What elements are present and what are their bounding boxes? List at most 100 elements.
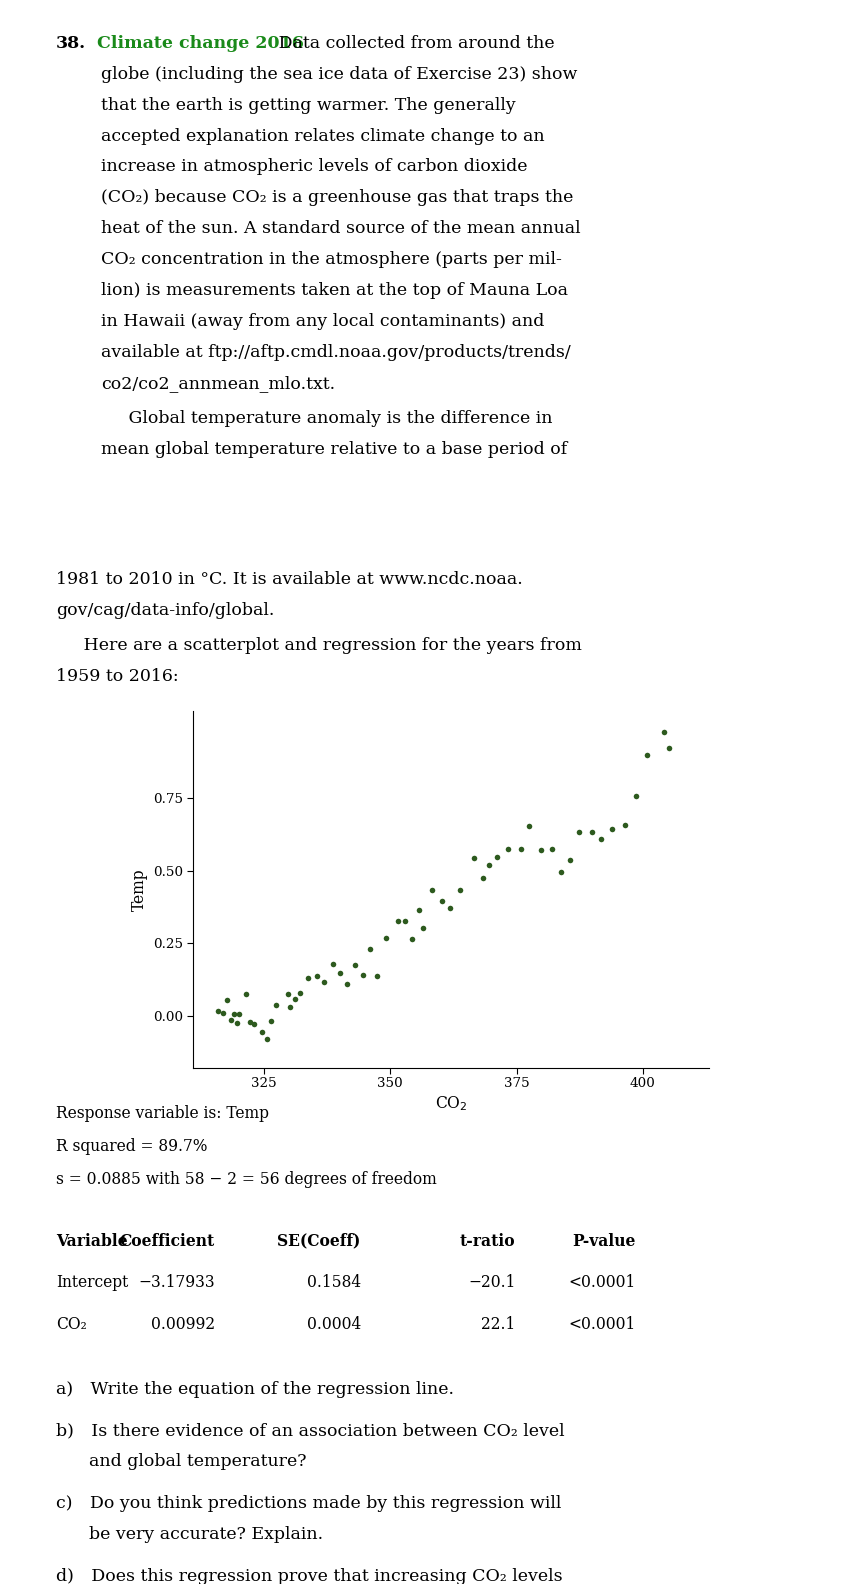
Point bbox=[264, 1009, 277, 1034]
Text: a) Write the equation of the regression line.: a) Write the equation of the regression … bbox=[56, 1381, 454, 1399]
Text: Response variable is: Temp: Response variable is: Temp bbox=[56, 1104, 269, 1121]
Text: c) Do you think predictions made by this regression will: c) Do you think predictions made by this… bbox=[56, 1495, 561, 1513]
Point bbox=[211, 1000, 225, 1025]
Point bbox=[443, 895, 457, 920]
Point bbox=[657, 719, 671, 744]
Point bbox=[224, 1007, 238, 1033]
Text: <0.0001: <0.0001 bbox=[569, 1275, 636, 1291]
X-axis label: CO$_2$: CO$_2$ bbox=[435, 1095, 467, 1114]
Point bbox=[310, 963, 324, 988]
Point bbox=[405, 927, 418, 952]
Text: 22.1: 22.1 bbox=[481, 1316, 515, 1334]
Text: b) Is there evidence of an association between CO₂ level: b) Is there evidence of an association b… bbox=[56, 1422, 564, 1440]
Point bbox=[605, 817, 618, 843]
Point bbox=[239, 982, 253, 1007]
Text: 0.0004: 0.0004 bbox=[307, 1316, 361, 1334]
Point bbox=[482, 852, 496, 878]
Text: that the earth is getting warmer. The generally: that the earth is getting warmer. The ge… bbox=[101, 97, 516, 114]
Point bbox=[640, 743, 654, 768]
Text: (CO₂) because CO₂ is a greenhouse gas that traps the: (CO₂) because CO₂ is a greenhouse gas th… bbox=[101, 188, 574, 206]
Text: 38.: 38. bbox=[56, 35, 86, 52]
Point bbox=[661, 735, 675, 760]
Point bbox=[411, 897, 425, 922]
Text: 1959 to 2016:: 1959 to 2016: bbox=[56, 668, 179, 684]
Point bbox=[302, 965, 315, 990]
Text: 0.00992: 0.00992 bbox=[150, 1316, 215, 1334]
Text: mean global temperature relative to a base period of: mean global temperature relative to a ba… bbox=[101, 440, 568, 458]
Point bbox=[356, 963, 370, 988]
Text: lion) is measurements taken at the top of Mauna Loa: lion) is measurements taken at the top o… bbox=[101, 282, 569, 299]
Text: in Hawaii (away from any local contaminants) and: in Hawaii (away from any local contamina… bbox=[101, 312, 545, 329]
Point bbox=[522, 813, 536, 838]
Text: Here are a scatterplot and regression for the years from: Here are a scatterplot and regression fo… bbox=[56, 637, 582, 654]
Point bbox=[216, 1000, 230, 1025]
Point bbox=[317, 969, 331, 995]
Y-axis label: Temp: Temp bbox=[131, 868, 148, 911]
Text: be very accurate? Explain.: be very accurate? Explain. bbox=[56, 1525, 323, 1543]
Text: P-value: P-value bbox=[572, 1232, 636, 1250]
Point bbox=[227, 1001, 241, 1026]
Text: t-ratio: t-ratio bbox=[460, 1232, 515, 1250]
Point bbox=[379, 925, 393, 950]
Text: Intercept: Intercept bbox=[56, 1275, 128, 1291]
Text: −20.1: −20.1 bbox=[468, 1275, 515, 1291]
Point bbox=[490, 844, 504, 870]
Point bbox=[293, 980, 307, 1006]
Point bbox=[585, 819, 599, 844]
Point bbox=[425, 878, 439, 903]
Text: Data collected from around the: Data collected from around the bbox=[273, 35, 555, 52]
Point bbox=[340, 971, 354, 996]
Point bbox=[255, 1020, 269, 1045]
Point bbox=[243, 1009, 257, 1034]
Point bbox=[399, 908, 412, 933]
Point bbox=[247, 1011, 261, 1036]
Point bbox=[618, 813, 632, 838]
Point bbox=[436, 889, 449, 914]
Point bbox=[573, 819, 587, 844]
Point bbox=[630, 782, 643, 808]
Point bbox=[370, 963, 384, 988]
Point bbox=[288, 987, 302, 1012]
Text: <0.0001: <0.0001 bbox=[569, 1316, 636, 1334]
Point bbox=[326, 952, 340, 977]
Text: accepted explanation relates climate change to an: accepted explanation relates climate cha… bbox=[101, 127, 545, 144]
Point bbox=[476, 865, 490, 890]
Text: 1981 to 2010 in °C. It is available at www.ncdc.noaa.: 1981 to 2010 in °C. It is available at w… bbox=[56, 570, 522, 588]
Text: co2/co2_annmean_mlo.txt.: co2/co2_annmean_mlo.txt. bbox=[101, 374, 336, 391]
Point bbox=[514, 836, 527, 862]
Text: SE(Coeff): SE(Coeff) bbox=[277, 1232, 361, 1250]
Text: CO₂ concentration in the atmosphere (parts per mil-: CO₂ concentration in the atmosphere (par… bbox=[101, 250, 563, 268]
Point bbox=[554, 859, 568, 884]
Text: increase in atmospheric levels of carbon dioxide: increase in atmospheric levels of carbon… bbox=[101, 158, 528, 176]
Text: and global temperature?: and global temperature? bbox=[56, 1454, 307, 1470]
Point bbox=[220, 987, 234, 1012]
Point bbox=[594, 827, 607, 852]
Text: Global temperature anomaly is the difference in: Global temperature anomaly is the differ… bbox=[101, 410, 553, 428]
Point bbox=[283, 995, 297, 1020]
Point bbox=[501, 836, 515, 862]
Point bbox=[534, 838, 548, 863]
Text: Climate change 2016: Climate change 2016 bbox=[97, 35, 304, 52]
Point bbox=[260, 1026, 274, 1052]
Point bbox=[564, 847, 577, 873]
Point bbox=[230, 1011, 244, 1036]
Text: heat of the sun. A standard source of the mean annual: heat of the sun. A standard source of th… bbox=[101, 220, 581, 238]
Text: CO₂: CO₂ bbox=[56, 1316, 87, 1334]
Point bbox=[416, 916, 430, 941]
Text: Coefficient: Coefficient bbox=[119, 1232, 215, 1250]
Point bbox=[333, 960, 347, 985]
Point bbox=[232, 1001, 246, 1026]
Text: globe (including the sea ice data of Exercise 23) show: globe (including the sea ice data of Exe… bbox=[101, 65, 578, 82]
Point bbox=[281, 980, 295, 1006]
Point bbox=[349, 952, 362, 977]
Point bbox=[363, 936, 377, 961]
Point bbox=[467, 844, 481, 870]
Text: d) Does this regression prove that increasing CO₂ levels: d) Does this regression prove that incre… bbox=[56, 1568, 563, 1584]
Text: −3.17933: −3.17933 bbox=[138, 1275, 215, 1291]
Text: Variable: Variable bbox=[56, 1232, 127, 1250]
Text: available at ftp://aftp.cmdl.noaa.gov/products/trends/: available at ftp://aftp.cmdl.noaa.gov/pr… bbox=[101, 344, 571, 361]
Point bbox=[270, 992, 283, 1017]
Text: s = 0.0885 with 58 − 2 = 56 degrees of freedom: s = 0.0885 with 58 − 2 = 56 degrees of f… bbox=[56, 1172, 436, 1188]
Point bbox=[453, 878, 466, 903]
Text: R squared = 89.7%: R squared = 89.7% bbox=[56, 1139, 207, 1155]
